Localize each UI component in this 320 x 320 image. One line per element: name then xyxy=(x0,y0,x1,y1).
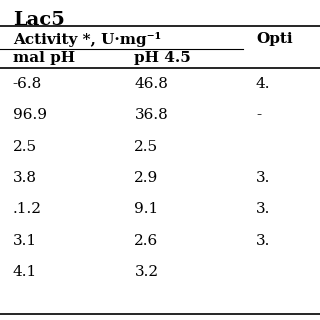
Text: 3.: 3. xyxy=(256,234,270,248)
Text: -6.8: -6.8 xyxy=(13,77,42,91)
Text: pH 4.5: pH 4.5 xyxy=(134,51,191,65)
Text: 96.9: 96.9 xyxy=(13,108,47,122)
Text: .1.2: .1.2 xyxy=(13,202,42,216)
Text: mal pH: mal pH xyxy=(13,51,75,65)
Text: 4.: 4. xyxy=(256,77,270,91)
Text: 4.1: 4.1 xyxy=(13,265,37,279)
Text: 9.1: 9.1 xyxy=(134,202,159,216)
Text: 2.5: 2.5 xyxy=(134,140,158,154)
Text: 3.2: 3.2 xyxy=(134,265,158,279)
Text: 2.5: 2.5 xyxy=(13,140,37,154)
Text: 3.8: 3.8 xyxy=(13,171,37,185)
Text: 2.9: 2.9 xyxy=(134,171,159,185)
Text: Opti: Opti xyxy=(256,32,292,46)
Text: 3.1: 3.1 xyxy=(13,234,37,248)
Text: 46.8: 46.8 xyxy=(134,77,168,91)
Text: -: - xyxy=(256,108,261,122)
Text: 2.6: 2.6 xyxy=(134,234,159,248)
Text: Activity *, U·mg⁻¹: Activity *, U·mg⁻¹ xyxy=(13,32,161,47)
Text: 3.: 3. xyxy=(256,171,270,185)
Text: Lac5: Lac5 xyxy=(13,11,65,29)
Text: 3.: 3. xyxy=(256,202,270,216)
Text: 36.8: 36.8 xyxy=(134,108,168,122)
